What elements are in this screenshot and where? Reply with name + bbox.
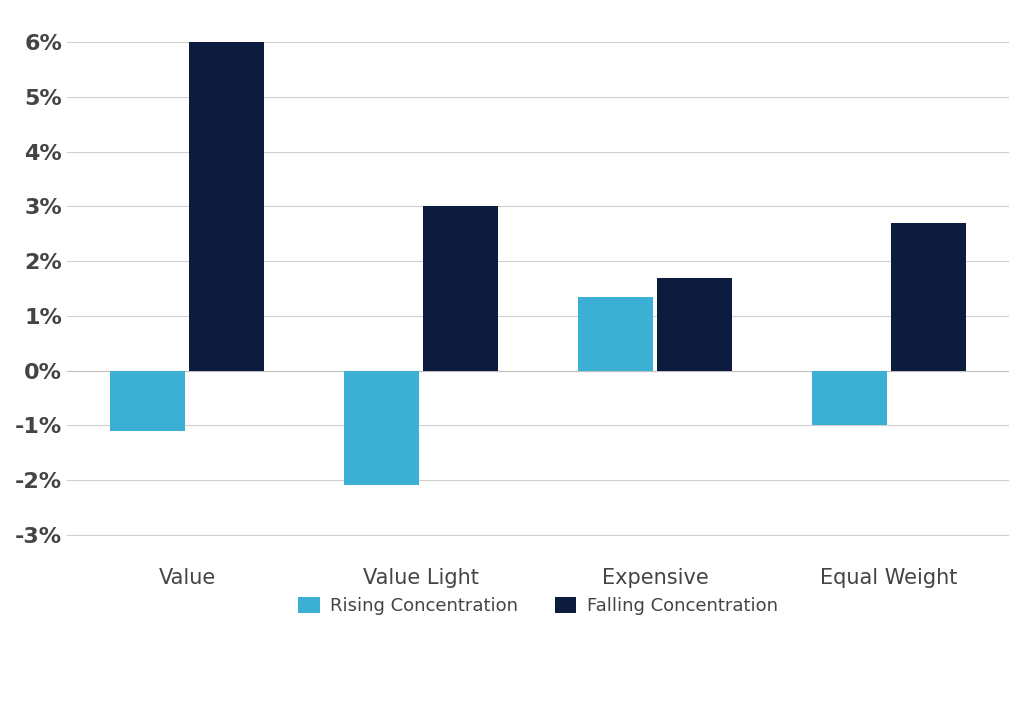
Bar: [189, 43, 264, 371]
Bar: [578, 297, 652, 371]
Bar: [812, 371, 887, 425]
Legend: Rising Concentration, Falling Concentration: Rising Concentration, Falling Concentrat…: [291, 590, 785, 623]
Bar: [110, 371, 184, 431]
Bar: [344, 371, 419, 486]
Bar: [891, 223, 967, 371]
Bar: [423, 207, 499, 371]
Bar: [657, 278, 732, 371]
